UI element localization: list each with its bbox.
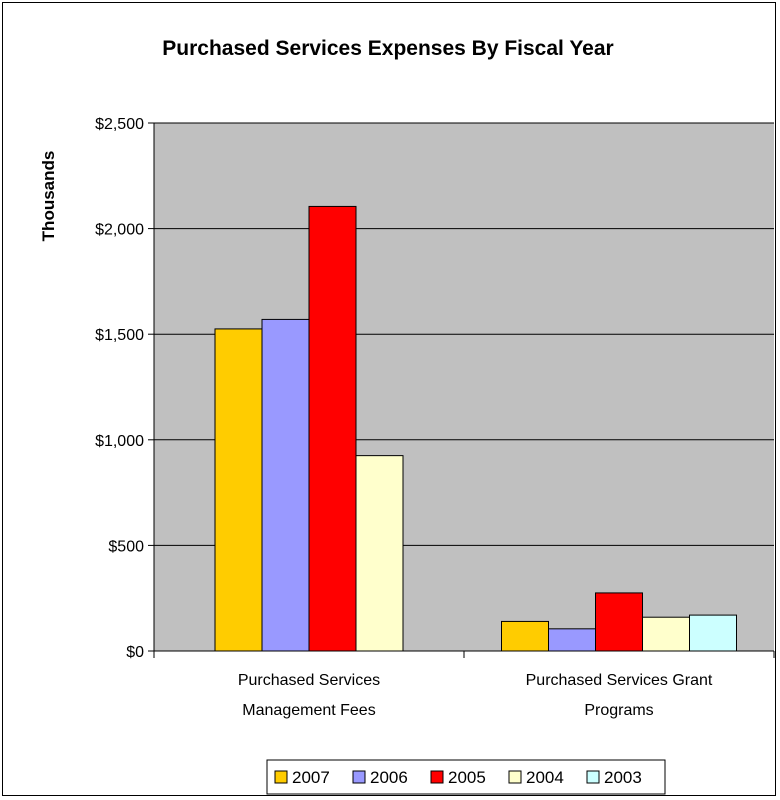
y-tick-label: $1,500: [95, 327, 144, 344]
y-tick-labels: $0 $500 $1,000 $1,500 $2,000 $2,500: [95, 116, 154, 661]
legend-label-2003: 2003: [604, 768, 642, 787]
legend-swatch-2003: [586, 770, 600, 784]
bar-chart: Purchased Services Expenses By Fiscal Ye…: [39, 37, 775, 795]
legend-label-2004: 2004: [526, 768, 564, 787]
bar-2003: [689, 614, 737, 652]
legend-swatch-2004: [508, 770, 522, 784]
y-tick-label: $0: [126, 644, 144, 661]
legend-swatch-2005: [430, 770, 444, 784]
bar-2007: [501, 620, 549, 652]
bar-2006: [548, 628, 596, 652]
bar-2004: [355, 455, 404, 652]
bar-2005: [595, 592, 643, 652]
y-tick-label: $500: [108, 538, 144, 555]
legend: 2007 2006 2005 2004 2003: [266, 759, 666, 795]
bar-2005: [308, 205, 357, 652]
category-labels: Purchased Services Management Fees Purchas…: [238, 672, 713, 719]
legend-label-2006: 2006: [370, 768, 408, 787]
legend-label-2007: 2007: [292, 768, 330, 787]
bar-2006: [261, 318, 310, 652]
y-tick-label: $2,000: [95, 222, 144, 239]
category-label: Purchased Services Management Fees: [238, 672, 380, 719]
legend-label-2005: 2005: [448, 768, 486, 787]
y-axis-title: Thousands: [39, 151, 58, 242]
category-label: Purchased Services Grant Programs: [526, 672, 713, 719]
y-tick-label: $1,000: [95, 433, 144, 450]
axes: [153, 123, 775, 658]
y-tick-label: $2,500: [95, 116, 144, 133]
legend-swatch-2006: [352, 770, 366, 784]
bar-2007: [214, 328, 263, 652]
bar-2004: [642, 616, 690, 652]
legend-swatch-2007: [274, 770, 288, 784]
chart-title: Purchased Services Expenses By Fiscal Ye…: [162, 37, 613, 60]
bars: [214, 205, 737, 652]
